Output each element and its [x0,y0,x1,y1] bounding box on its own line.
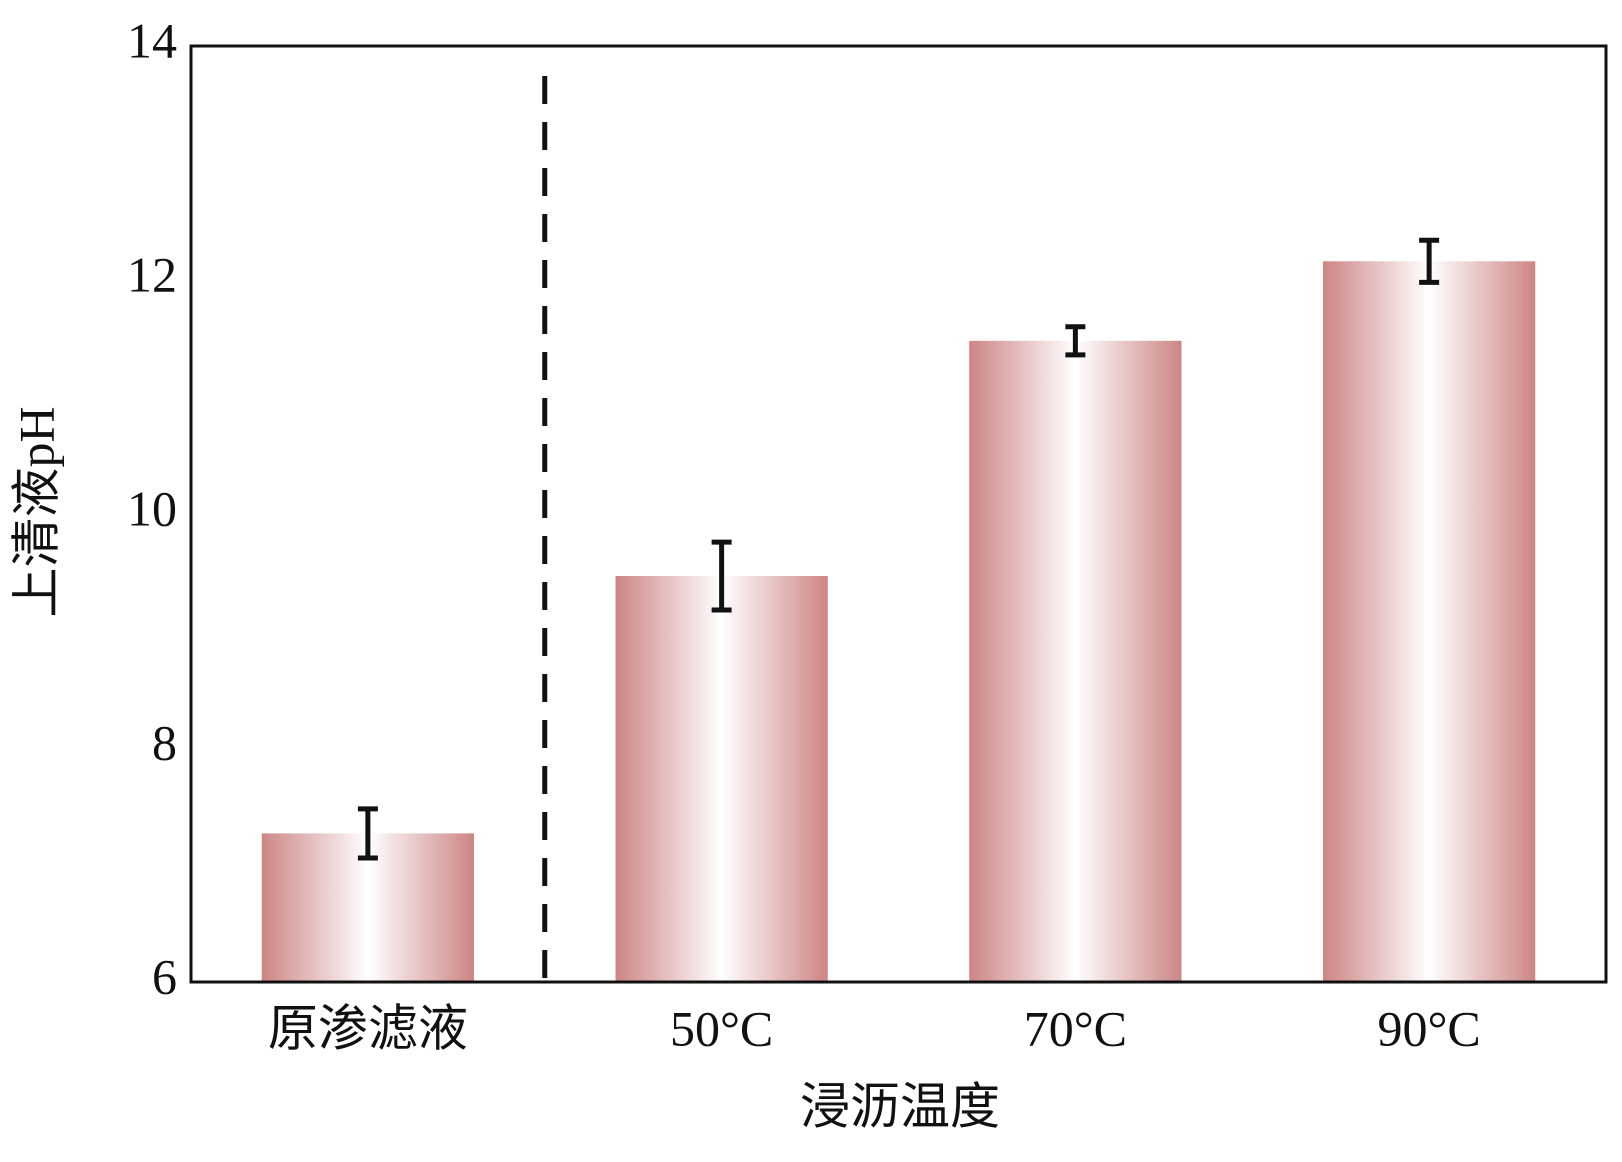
y-axis-title: 上清液pH [8,406,64,617]
x-tick-label: 70°C [1024,1000,1127,1056]
x-tick-label: 50°C [670,1000,773,1056]
x-tick-label: 90°C [1377,1000,1480,1056]
y-tick-label: 8 [152,714,177,770]
plot-frame [189,44,1608,984]
error-bar [711,539,732,613]
y-tick-label: 10 [127,480,177,536]
bar [615,576,828,982]
bar [1323,261,1536,982]
error-bar [1065,324,1086,358]
x-axis-title: 浸沥温度 [800,1078,1000,1134]
y-tick-label: 12 [127,246,177,302]
error-bar [357,806,378,861]
bar [969,340,1182,983]
y-tick-label: 14 [127,12,177,68]
y-tick-label: 6 [152,948,177,1004]
x-tick-label: 原渗滤液 [268,1000,468,1056]
error-bar [1419,237,1440,285]
